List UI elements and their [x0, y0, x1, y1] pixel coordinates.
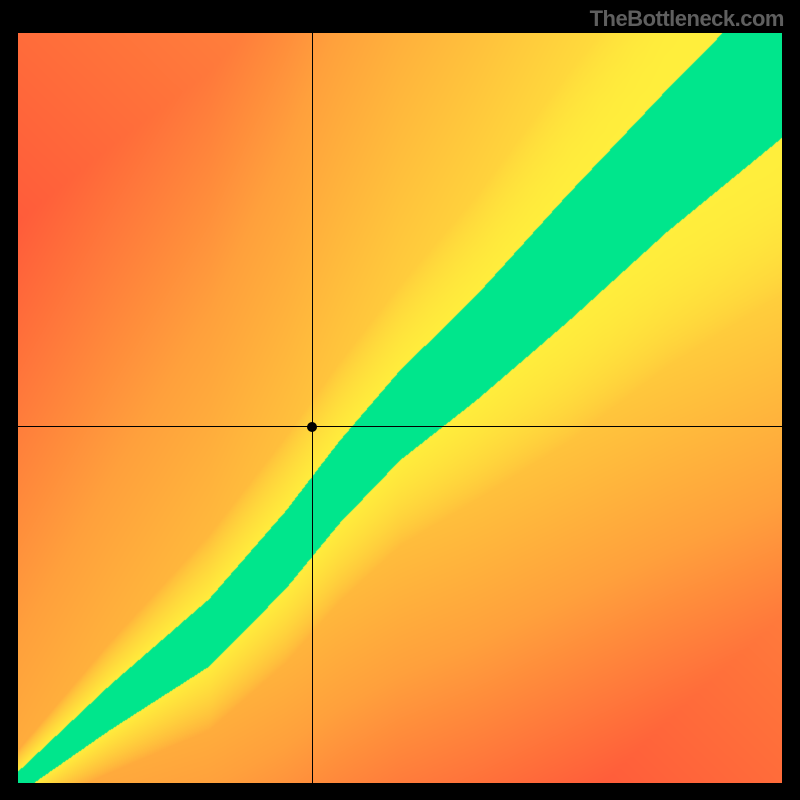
crosshair-horizontal	[18, 426, 782, 427]
heatmap-canvas	[18, 33, 782, 783]
crosshair-vertical	[312, 33, 313, 783]
heatmap-plot	[18, 33, 782, 783]
crosshair-marker	[307, 422, 317, 432]
watermark-text: TheBottleneck.com	[590, 6, 784, 32]
